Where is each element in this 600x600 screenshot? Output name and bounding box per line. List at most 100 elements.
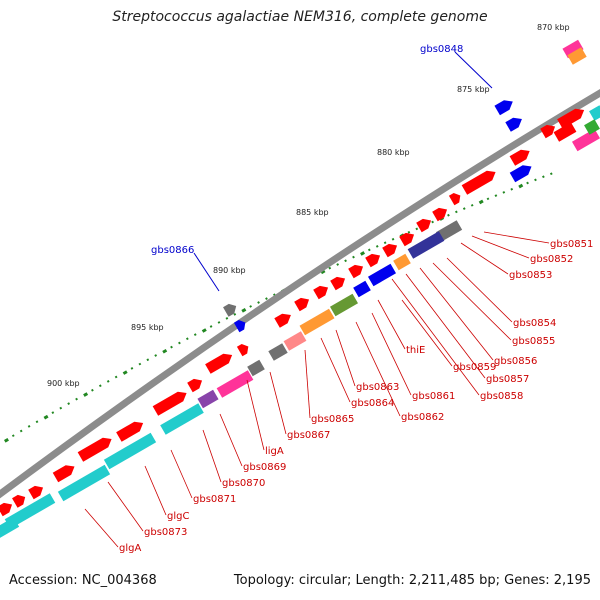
leader-line bbox=[377, 299, 406, 350]
gene-block-purple bbox=[197, 389, 219, 409]
leader-line bbox=[304, 349, 311, 419]
cds-arrow bbox=[382, 243, 398, 258]
gene-block-cyan bbox=[103, 432, 157, 470]
minor-tick bbox=[146, 358, 150, 362]
gene-arrow-blue bbox=[233, 319, 246, 333]
minor-tick bbox=[407, 230, 411, 234]
minor-tick bbox=[75, 397, 78, 401]
cds-arrow bbox=[152, 391, 187, 416]
minor-tick bbox=[114, 375, 118, 379]
gene-label-inner: glgA bbox=[119, 543, 141, 554]
minor-tick bbox=[502, 191, 506, 194]
cds-arrow bbox=[557, 108, 585, 129]
leader-line bbox=[432, 262, 512, 341]
cds-arrow bbox=[365, 253, 381, 268]
scale-label: 890 kbp bbox=[213, 266, 246, 275]
accession-label: Accession: NC_004368 bbox=[9, 573, 157, 588]
leader-line bbox=[405, 273, 486, 379]
cds-arrow bbox=[187, 378, 203, 393]
leader-line bbox=[219, 413, 243, 467]
scale-label: 870 kbp bbox=[537, 23, 570, 32]
scale-dots bbox=[3, 172, 553, 443]
minor-tick bbox=[233, 313, 237, 316]
major-tick bbox=[518, 183, 524, 189]
label-leaders bbox=[84, 51, 550, 548]
gene-label-inner: thiE bbox=[406, 345, 425, 356]
gene-label-outer: gbs0848 bbox=[420, 44, 463, 55]
leader-line bbox=[202, 429, 222, 483]
map-title: Streptococcus agalactiae NEM316, complet… bbox=[112, 9, 488, 25]
leader-line bbox=[107, 481, 144, 532]
gene-label-inner: gbs0864 bbox=[351, 398, 394, 409]
major-tick bbox=[43, 414, 49, 420]
leader-line bbox=[391, 278, 480, 396]
cds-arrow bbox=[399, 232, 415, 247]
genome-backbone bbox=[0, 89, 600, 499]
minor-tick bbox=[454, 210, 458, 214]
genome-summary: Topology: circular; Length: 2,211,485 bp… bbox=[233, 573, 591, 588]
gene-features bbox=[0, 39, 600, 539]
leader-line bbox=[371, 312, 412, 396]
gene-arrow-gray bbox=[223, 303, 237, 317]
minor-tick bbox=[154, 354, 158, 357]
gene-label-inner: gbs0863 bbox=[356, 382, 399, 393]
minor-tick bbox=[130, 367, 134, 370]
gene-label-inner: gbs0861 bbox=[412, 391, 455, 402]
gene-label-inner: gbs0865 bbox=[311, 414, 354, 425]
minor-tick bbox=[51, 411, 55, 415]
gene-label-inner: gbs0871 bbox=[193, 494, 236, 505]
cds-arrow bbox=[540, 124, 556, 139]
minor-tick bbox=[249, 305, 253, 308]
gene-block-pink bbox=[216, 370, 254, 398]
gene-label-inner: glgC bbox=[167, 511, 189, 522]
minor-tick bbox=[526, 181, 529, 185]
gene-label-inner: gbs0855 bbox=[512, 336, 555, 347]
scale-label: 885 kbp bbox=[296, 208, 329, 217]
minor-tick bbox=[91, 388, 94, 392]
minor-tick bbox=[462, 207, 466, 210]
leader-line bbox=[193, 252, 220, 292]
minor-tick bbox=[510, 187, 514, 191]
cds-arrow bbox=[28, 485, 44, 500]
major-tick bbox=[320, 269, 326, 275]
minor-tick bbox=[209, 325, 213, 328]
minor-tick bbox=[27, 425, 31, 428]
gene-block-orange bbox=[299, 308, 335, 336]
gene-label-inner: gbs0857 bbox=[486, 374, 529, 385]
leader-line bbox=[246, 379, 265, 451]
gene-block-gray bbox=[435, 220, 463, 242]
cds-arrow bbox=[348, 264, 364, 279]
minor-tick bbox=[367, 248, 371, 252]
gene-block-cyan bbox=[589, 105, 600, 121]
major-tick bbox=[241, 308, 247, 313]
minor-tick bbox=[431, 220, 434, 224]
cds-arrow bbox=[448, 192, 461, 206]
gene-arrow-blue bbox=[494, 100, 513, 116]
minor-tick bbox=[328, 266, 332, 270]
cds-arrow bbox=[52, 465, 75, 483]
gene-block-navy bbox=[407, 231, 445, 259]
gene-label-inner: gbs0856 bbox=[494, 356, 537, 367]
cds-arrow bbox=[294, 297, 310, 312]
gene-label-inner: gbs0851 bbox=[550, 239, 593, 250]
minor-tick bbox=[352, 255, 355, 259]
major-tick bbox=[478, 199, 484, 205]
gene-label-inner: ligA bbox=[265, 446, 284, 457]
major-tick bbox=[201, 328, 207, 333]
minor-tick bbox=[59, 406, 63, 410]
minor-tick bbox=[470, 203, 474, 207]
gene-block-cyan bbox=[0, 517, 20, 539]
scale-label: 895 kbp bbox=[131, 323, 164, 332]
minor-tick bbox=[11, 434, 15, 438]
major-tick bbox=[122, 370, 128, 375]
minor-tick bbox=[98, 384, 102, 388]
minor-tick bbox=[265, 297, 268, 300]
leader-line bbox=[471, 235, 530, 259]
minor-tick bbox=[106, 380, 110, 383]
gene-label-inner: gbs0854 bbox=[513, 318, 556, 329]
minor-tick bbox=[35, 420, 39, 424]
gene-block-gray bbox=[268, 343, 288, 361]
gene-block-gray bbox=[247, 359, 265, 377]
gene-label-inner: gbs0867 bbox=[287, 430, 330, 441]
minor-tick bbox=[486, 197, 490, 201]
